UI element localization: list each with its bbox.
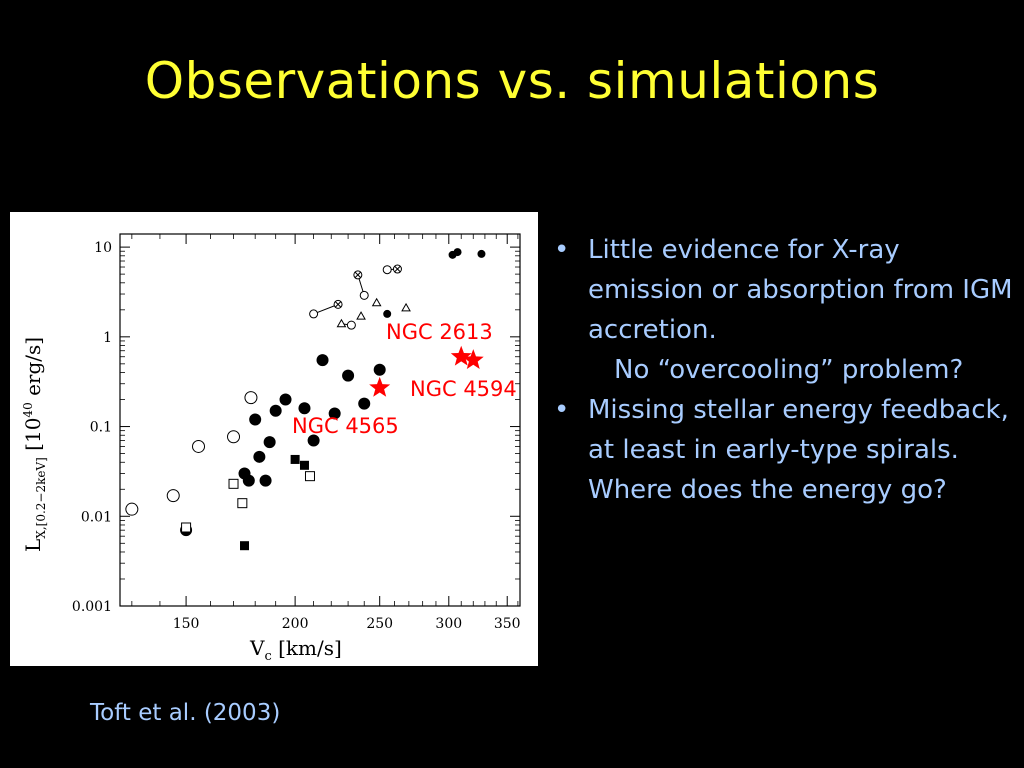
data-point-filled-circle	[316, 354, 329, 367]
annotation-ngc-2613: NGC 2613	[386, 320, 493, 344]
data-point-filled-square	[240, 541, 250, 551]
data-point-open-square	[228, 478, 239, 489]
data-point-filled-circle	[249, 413, 262, 426]
data-point-star	[450, 345, 472, 366]
y-tick-label: 0.1	[90, 420, 112, 436]
data-point-open-circle-small	[359, 290, 369, 300]
data-point-open-triangle	[336, 318, 347, 328]
data-point-filled-circle	[358, 397, 371, 410]
data-point-filled-circle	[253, 450, 266, 463]
data-point-filled-circle	[298, 402, 311, 415]
data-point-open-square	[237, 498, 248, 509]
data-point-open-circle-small	[346, 320, 356, 330]
data-point-filled-circle-small	[477, 249, 486, 258]
data-point-open-circle-small	[309, 309, 319, 319]
data-point-open-circle	[244, 391, 258, 405]
bullet-marker: •	[554, 395, 570, 425]
x-tick-label: 250	[366, 616, 393, 632]
data-point-circle-cross	[392, 264, 402, 274]
data-points	[125, 248, 486, 551]
bullet-item: • Little evidence for X-ray emission or …	[552, 230, 1022, 350]
y-tick-label: 0.001	[72, 599, 112, 615]
x-tick-label: 150	[173, 616, 200, 632]
y-axis-label: LX,[0.2−2keV] [1040 erg/s]	[21, 337, 48, 552]
data-point-filled-circle	[259, 474, 272, 487]
x-axis-label: Vc [km/s]	[249, 636, 342, 664]
y-tick-label: 0.01	[81, 509, 112, 525]
annotation-ngc-4594: NGC 4594	[410, 377, 517, 401]
bullet-marker: •	[554, 235, 570, 265]
data-point-filled-square	[299, 460, 309, 470]
bullet-text: Missing stellar energy feedback, at leas…	[588, 395, 1009, 505]
citation: Toft et al. (2003)	[90, 700, 281, 726]
data-point-filled-circle-small	[383, 309, 392, 318]
data-point-open-triangle	[356, 311, 366, 320]
data-point-circle-cross	[353, 270, 363, 280]
axis-ticks: 10 1 0.1 0.01 0.001 150 200 250 300 350	[72, 234, 521, 632]
data-point-filled-circle	[279, 393, 292, 406]
sub-bullet-text: No “overcooling” problem?	[614, 355, 964, 385]
annotation-ngc-4565: NGC 4565	[292, 414, 399, 438]
data-point-filled-circle	[342, 369, 355, 382]
slide-title: Observations vs. simulations	[144, 52, 880, 110]
data-point-open-square	[181, 522, 192, 533]
data-point-star	[369, 376, 391, 397]
data-point-open-circle	[192, 439, 206, 453]
x-tick-label: 300	[435, 616, 462, 632]
bullet-text: Little evidence for X-ray emission or ab…	[588, 235, 1013, 345]
data-point-circle-cross	[333, 299, 343, 309]
data-point-open-circle	[125, 502, 139, 516]
data-point-filled-circle-small	[453, 248, 462, 257]
data-point-open-circle	[227, 430, 241, 444]
bullet-list: • Little evidence for X-ray emission or …	[552, 230, 1022, 510]
x-tick-label: 200	[282, 616, 309, 632]
data-point-filled-circle	[328, 407, 341, 420]
bullet-item: • Missing stellar energy feedback, at le…	[552, 390, 1022, 510]
data-point-open-triangle	[371, 297, 382, 307]
data-point-open-square	[304, 471, 315, 482]
y-tick-label: 1	[103, 330, 112, 346]
data-point-filled-circle	[263, 436, 276, 449]
data-point-open-circle	[166, 489, 180, 503]
scatter-plot: 10 1 0.1 0.01 0.001 150 200 250 300 350 Vc [km/s]…	[10, 212, 538, 666]
x-tick-label: 350	[494, 616, 521, 632]
data-point-filled-circle	[269, 404, 282, 417]
y-tick-label: 10	[94, 240, 112, 256]
data-point-open-triangle	[401, 302, 411, 312]
data-point-filled-square	[290, 454, 300, 464]
data-point-filled-circle	[307, 434, 320, 447]
data-point-filled-circle	[373, 363, 386, 376]
data-point-star	[462, 349, 484, 369]
data-point-filled-circle	[242, 474, 255, 487]
data-point-open-circle-small	[382, 265, 392, 275]
